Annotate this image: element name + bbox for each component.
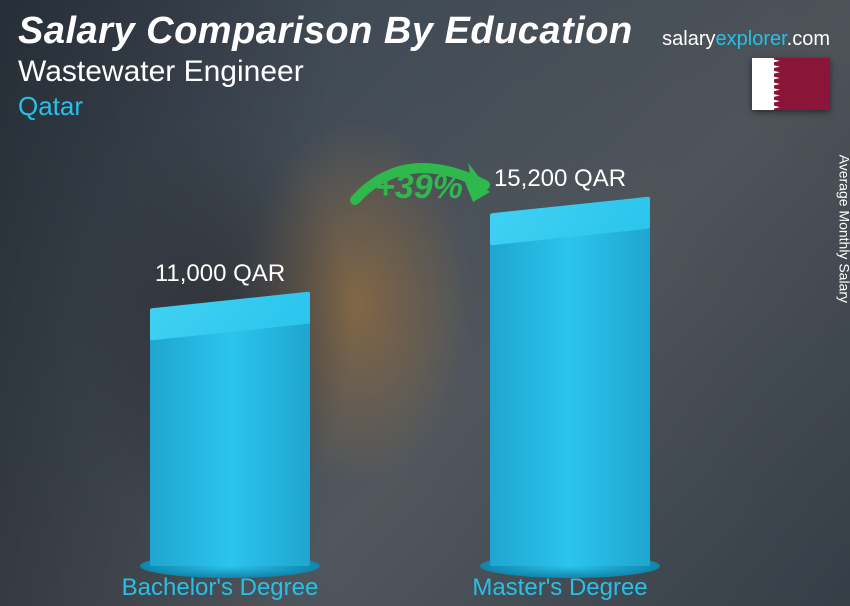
bar-front-face: [150, 316, 310, 566]
flag-maroon-band: [774, 58, 830, 110]
flag-white-band: [752, 58, 774, 110]
y-axis-label: Average Monthly Salary: [836, 155, 850, 303]
increase-percent: +39%: [375, 168, 463, 207]
bar-body: [490, 221, 650, 566]
bar-1: 15,200 QARMaster's Degree: [480, 221, 660, 566]
bar-value-label: 11,000 QAR: [90, 260, 350, 288]
brand-part1: salary: [662, 28, 715, 50]
brand-logo: salaryexplorer.com: [662, 28, 830, 51]
bar-category-label: Master's Degree: [420, 574, 700, 602]
page-title: Salary Comparison By Education: [18, 10, 633, 53]
bar-body: [150, 316, 310, 566]
bar-chart: 11,000 QARBachelor's Degree 15,200 QARMas…: [110, 186, 750, 566]
brand-part2: explorer: [716, 28, 787, 50]
bar-category-label: Bachelor's Degree: [80, 574, 360, 602]
brand-suffix: .com: [787, 28, 830, 50]
job-subtitle: Wastewater Engineer: [18, 55, 633, 89]
bar-front-face: [490, 221, 650, 566]
country-label: Qatar: [18, 91, 633, 122]
bar-0: 11,000 QARBachelor's Degree: [140, 316, 320, 566]
qatar-flag-icon: [752, 58, 830, 110]
header: Salary Comparison By Education Wastewate…: [18, 10, 633, 122]
